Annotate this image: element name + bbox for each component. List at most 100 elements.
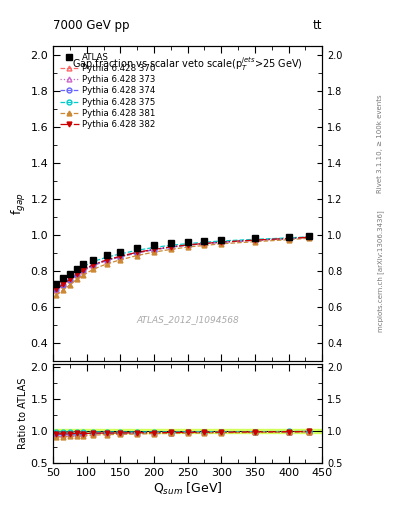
ATLAS: [74, 266, 79, 272]
Pythia 6.428 370: [219, 239, 224, 245]
Pythia 6.428 373: [81, 267, 86, 273]
Pythia 6.428 374: [91, 262, 96, 268]
Pythia 6.428 375: [91, 259, 96, 265]
Pythia 6.428 375: [307, 234, 311, 240]
Pythia 6.428 370: [105, 258, 109, 264]
Pythia 6.428 373: [253, 237, 257, 243]
Pythia 6.428 370: [253, 238, 257, 244]
Pythia 6.428 382: [169, 244, 173, 250]
Pythia 6.428 374: [202, 241, 207, 247]
Pythia 6.428 382: [54, 286, 59, 292]
Pythia 6.428 373: [118, 253, 123, 259]
Pythia 6.428 374: [185, 242, 190, 248]
Line: Pythia 6.428 370: Pythia 6.428 370: [54, 235, 311, 292]
Pythia 6.428 374: [286, 236, 291, 242]
ATLAS: [68, 271, 72, 277]
ATLAS: [253, 235, 257, 241]
Pythia 6.428 381: [68, 282, 72, 288]
Pythia 6.428 374: [135, 249, 140, 255]
Pythia 6.428 382: [81, 267, 86, 273]
X-axis label: Q$_{sum}$ [GeV]: Q$_{sum}$ [GeV]: [153, 481, 222, 497]
Y-axis label: Ratio to ATLAS: Ratio to ATLAS: [18, 378, 28, 449]
Pythia 6.428 373: [307, 234, 311, 240]
Pythia 6.428 375: [202, 239, 207, 245]
Pythia 6.428 370: [68, 278, 72, 284]
Pythia 6.428 373: [286, 236, 291, 242]
Pythia 6.428 370: [202, 241, 207, 247]
ATLAS: [135, 245, 140, 251]
Pythia 6.428 373: [219, 239, 224, 245]
ATLAS: [286, 234, 291, 240]
Line: ATLAS: ATLAS: [53, 233, 312, 286]
Pythia 6.428 375: [105, 254, 109, 260]
ATLAS: [81, 261, 86, 267]
ATLAS: [118, 249, 123, 255]
Pythia 6.428 382: [135, 249, 140, 255]
Pythia 6.428 382: [61, 281, 66, 287]
Pythia 6.428 382: [91, 262, 96, 268]
Pythia 6.428 374: [74, 271, 79, 278]
ATLAS: [91, 257, 96, 263]
Text: 7000 GeV pp: 7000 GeV pp: [53, 19, 130, 32]
Pythia 6.428 370: [286, 236, 291, 242]
Pythia 6.428 375: [152, 244, 156, 250]
Pythia 6.428 370: [118, 254, 123, 260]
ATLAS: [185, 239, 190, 245]
Pythia 6.428 382: [74, 271, 79, 278]
Bar: [53, 429, 322, 433]
Pythia 6.428 381: [81, 272, 86, 278]
Pythia 6.428 381: [253, 239, 257, 245]
Pythia 6.428 382: [105, 257, 109, 263]
Pythia 6.428 381: [135, 252, 140, 259]
Pythia 6.428 375: [68, 273, 72, 279]
Line: Pythia 6.428 381: Pythia 6.428 381: [54, 236, 311, 297]
Pythia 6.428 374: [307, 234, 311, 241]
ATLAS: [202, 238, 207, 244]
Pythia 6.428 374: [169, 244, 173, 250]
ATLAS: [169, 241, 173, 247]
Text: tt: tt: [313, 19, 322, 32]
Text: Rivet 3.1.10, ≥ 100k events: Rivet 3.1.10, ≥ 100k events: [377, 94, 384, 193]
ATLAS: [54, 281, 59, 287]
Pythia 6.428 374: [253, 237, 257, 243]
Pythia 6.428 373: [202, 241, 207, 247]
Pythia 6.428 375: [169, 242, 173, 248]
Pythia 6.428 374: [219, 239, 224, 245]
Pythia 6.428 373: [169, 244, 173, 250]
Pythia 6.428 373: [152, 246, 156, 252]
Text: Gap fraction vs scalar veto scale(p$_T^{jets}$>25 GeV): Gap fraction vs scalar veto scale(p$_T^{…: [72, 55, 303, 73]
Pythia 6.428 381: [219, 241, 224, 247]
Pythia 6.428 370: [169, 244, 173, 250]
Pythia 6.428 381: [185, 244, 190, 250]
Pythia 6.428 382: [253, 237, 257, 243]
Pythia 6.428 375: [118, 251, 123, 257]
ATLAS: [307, 233, 311, 239]
Pythia 6.428 381: [286, 237, 291, 243]
Line: Pythia 6.428 374: Pythia 6.428 374: [54, 235, 311, 292]
Pythia 6.428 375: [286, 235, 291, 241]
Pythia 6.428 374: [152, 246, 156, 252]
Pythia 6.428 382: [118, 253, 123, 259]
ATLAS: [105, 252, 109, 258]
Pythia 6.428 375: [74, 268, 79, 274]
Pythia 6.428 375: [219, 238, 224, 244]
Legend: ATLAS, Pythia 6.428 370, Pythia 6.428 373, Pythia 6.428 374, Pythia 6.428 375, P: ATLAS, Pythia 6.428 370, Pythia 6.428 37…: [57, 50, 158, 132]
ATLAS: [219, 237, 224, 243]
Pythia 6.428 374: [61, 282, 66, 288]
Pythia 6.428 375: [61, 278, 66, 284]
Pythia 6.428 370: [152, 247, 156, 253]
ATLAS: [61, 275, 66, 281]
Pythia 6.428 374: [81, 267, 86, 273]
Pythia 6.428 373: [61, 281, 66, 287]
Pythia 6.428 373: [105, 257, 109, 263]
Text: mcplots.cern.ch [arXiv:1306.3436]: mcplots.cern.ch [arXiv:1306.3436]: [377, 210, 384, 332]
Pythia 6.428 373: [74, 271, 79, 278]
Pythia 6.428 382: [202, 241, 207, 247]
Pythia 6.428 375: [253, 236, 257, 242]
Pythia 6.428 370: [81, 268, 86, 274]
ATLAS: [152, 242, 156, 248]
Pythia 6.428 374: [54, 286, 59, 292]
Pythia 6.428 370: [307, 234, 311, 241]
Line: Pythia 6.428 382: Pythia 6.428 382: [54, 234, 311, 291]
Pythia 6.428 382: [68, 276, 72, 283]
